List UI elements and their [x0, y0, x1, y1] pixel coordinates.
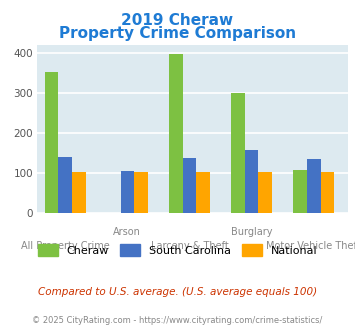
- Text: Arson: Arson: [113, 227, 141, 237]
- Text: Burglary: Burglary: [231, 227, 272, 237]
- Bar: [72, 172, 86, 213]
- Bar: [231, 93, 245, 213]
- Text: Larceny & Theft: Larceny & Theft: [151, 241, 228, 250]
- Bar: [196, 172, 210, 213]
- Bar: [169, 54, 183, 213]
- Text: Property Crime Comparison: Property Crime Comparison: [59, 26, 296, 41]
- Text: All Property Crime: All Property Crime: [21, 241, 110, 250]
- Text: 2019 Cheraw: 2019 Cheraw: [121, 13, 234, 28]
- Text: Motor Vehicle Theft: Motor Vehicle Theft: [266, 241, 355, 250]
- Bar: [307, 159, 321, 213]
- Bar: [134, 172, 148, 213]
- Bar: [258, 172, 272, 213]
- Bar: [245, 150, 258, 213]
- Bar: [182, 158, 196, 213]
- Bar: [58, 157, 72, 213]
- Bar: [121, 171, 134, 213]
- Legend: Cheraw, South Carolina, National: Cheraw, South Carolina, National: [33, 240, 322, 260]
- Text: Compared to U.S. average. (U.S. average equals 100): Compared to U.S. average. (U.S. average …: [38, 287, 317, 297]
- Bar: [321, 172, 334, 213]
- Text: © 2025 CityRating.com - https://www.cityrating.com/crime-statistics/: © 2025 CityRating.com - https://www.city…: [32, 316, 323, 325]
- Bar: [45, 72, 59, 213]
- Bar: [293, 170, 307, 213]
